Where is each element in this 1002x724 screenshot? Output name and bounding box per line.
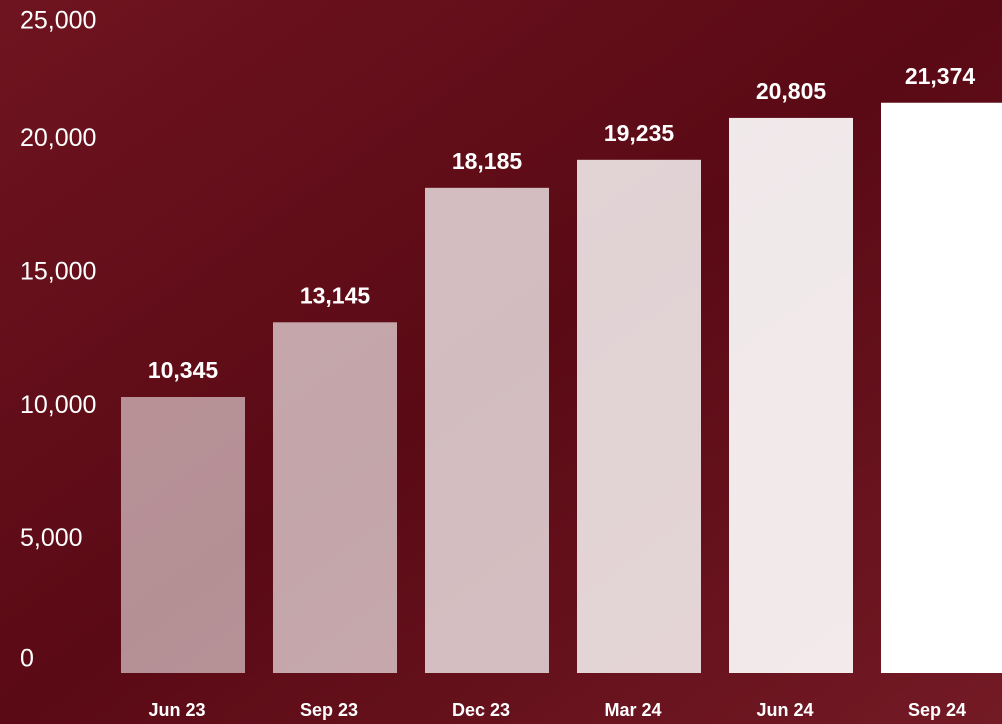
bar	[425, 188, 549, 673]
value-label: 10,345	[148, 357, 219, 383]
chart: 0 5,000 10,000 15,000 20,000 25,000 10,345 Jun …	[0, 0, 1002, 724]
x-tick-label: Mar 24	[604, 700, 661, 720]
page: {"chart_data": {"type": "bar", "categori…	[0, 0, 1002, 724]
bar	[121, 397, 245, 673]
bar	[881, 103, 1002, 673]
value-label: 21,374	[905, 63, 976, 89]
value-label: 13,145	[300, 282, 371, 308]
y-tick-label: 20,000	[20, 124, 96, 152]
value-label: 20,805	[756, 78, 827, 104]
x-tick-label: Dec 23	[452, 700, 510, 720]
bar	[577, 160, 701, 673]
y-tick-label: 0	[20, 645, 34, 673]
value-label: 19,235	[604, 120, 675, 146]
x-tick-label: Jun 24	[756, 700, 813, 720]
value-label: 18,185	[452, 148, 523, 174]
bar	[729, 118, 853, 673]
y-tick-label: 5,000	[20, 524, 83, 552]
x-tick-label: Sep 23	[300, 700, 358, 720]
x-tick-label: Jun 23	[148, 700, 205, 720]
bar	[273, 322, 397, 673]
y-tick-label: 10,000	[20, 391, 96, 419]
y-tick-label: 15,000	[20, 257, 96, 285]
x-tick-label: Sep 24	[908, 700, 966, 720]
y-tick-label: 25,000	[20, 7, 96, 35]
